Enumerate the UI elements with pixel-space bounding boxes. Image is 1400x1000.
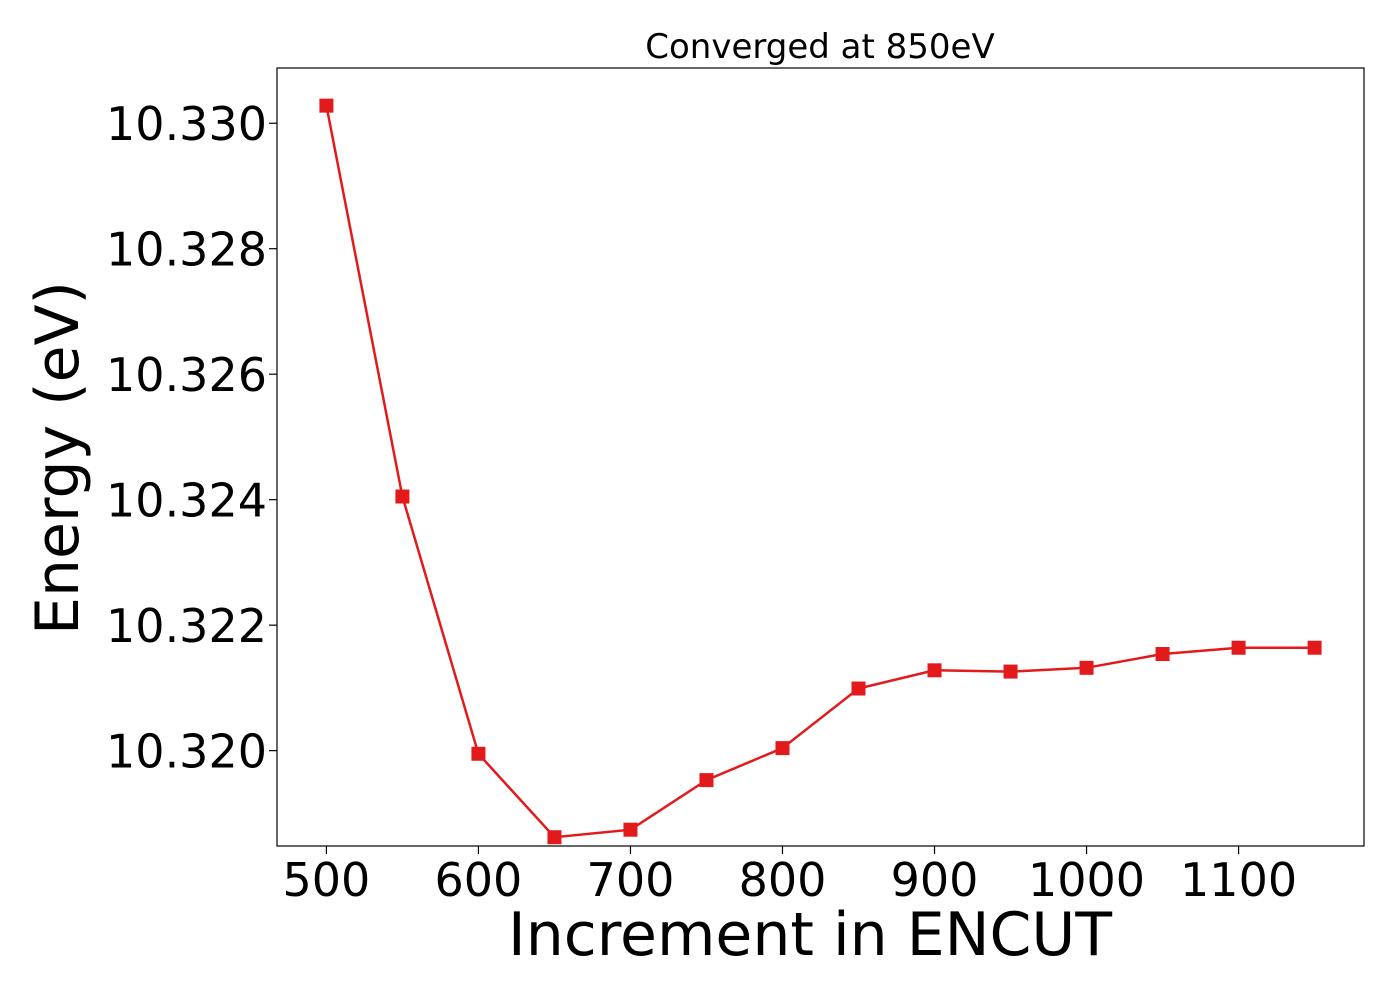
plot-area [276,67,1365,847]
y-tick-label: 10.320 [106,725,267,779]
x-tick-label: 700 [587,853,675,907]
data-point [699,773,714,788]
y-axis: 10.320 10.322 10.324 10.326 10.328 10.330 [106,97,277,779]
data-point [1155,647,1170,662]
data-point [1307,640,1322,655]
y-tick-label: 10.326 [106,348,267,402]
data-point [1231,640,1246,655]
x-tick-label: 800 [739,853,827,907]
data-point [851,681,866,696]
data-point [547,830,562,845]
chart-title: Converged at 850eV [645,27,994,67]
data-point [1003,664,1018,679]
series-line [325,105,1315,839]
x-tick-label: 1100 [1180,853,1297,907]
x-tick-label: 500 [283,853,371,907]
y-axis-label: Energy (eV) [23,281,93,635]
data-point [623,822,638,837]
x-axis-label: Increment in ENCUT [508,900,1112,970]
data-point [1079,660,1094,675]
x-tick-label: 900 [891,853,979,907]
y-tick-label: 10.330 [106,97,267,151]
data-point [395,489,410,504]
series-markers [319,98,1322,845]
x-axis: 500 600 700 800 900 1000 1100 [283,846,1297,907]
data-point [927,663,942,678]
y-tick-label: 10.322 [106,599,267,653]
x-tick-label: 1000 [1028,853,1145,907]
data-point [471,746,486,761]
x-tick-label: 600 [435,853,523,907]
y-tick-label: 10.324 [106,474,267,528]
data-point [775,741,790,756]
y-tick-label: 10.328 [106,223,267,277]
data-point [319,98,334,113]
